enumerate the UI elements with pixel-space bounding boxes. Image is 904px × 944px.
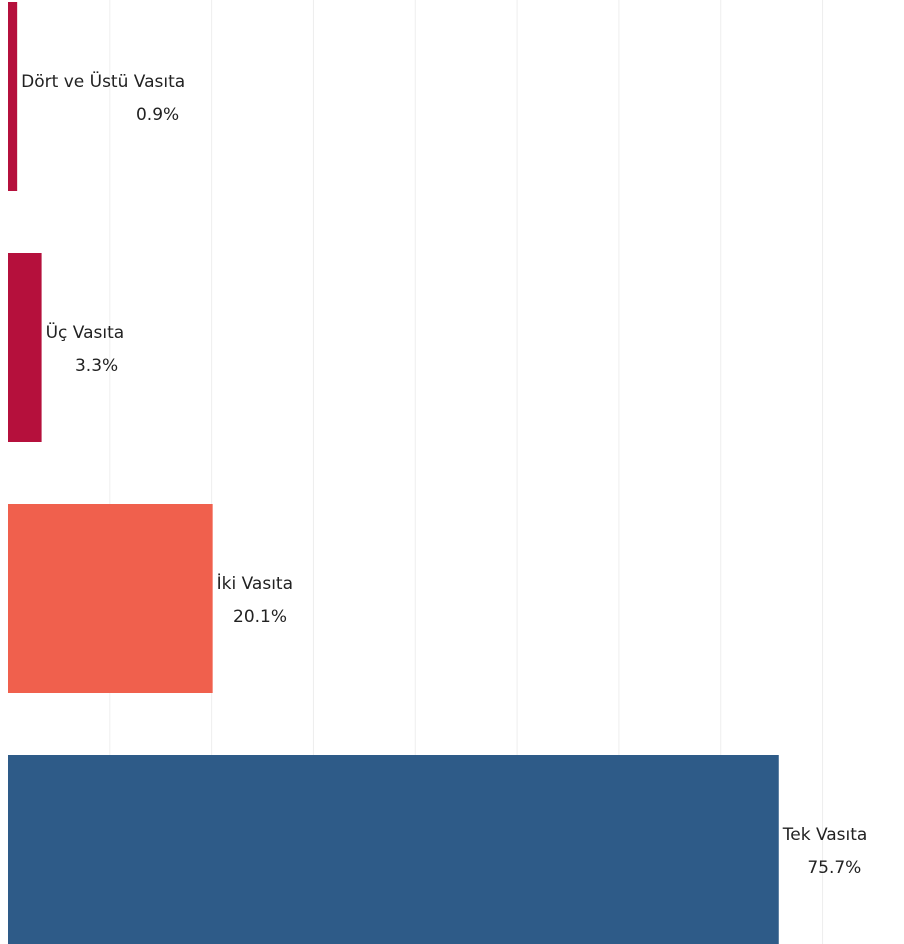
- bar: [8, 2, 18, 191]
- value-label: 75.7%: [807, 858, 861, 878]
- bar: [8, 253, 42, 442]
- category-label: Üç Vasıta: [46, 321, 125, 343]
- category-label: Dört ve Üstü Vasıta: [21, 70, 185, 92]
- category-label: İki Vasıta: [217, 573, 293, 594]
- bar: [8, 755, 779, 944]
- bar: [8, 504, 213, 693]
- value-label: 3.3%: [75, 356, 118, 376]
- value-label: 0.9%: [136, 105, 179, 125]
- value-label: 20.1%: [233, 607, 287, 627]
- category-label: Tek Vasıta: [782, 825, 868, 845]
